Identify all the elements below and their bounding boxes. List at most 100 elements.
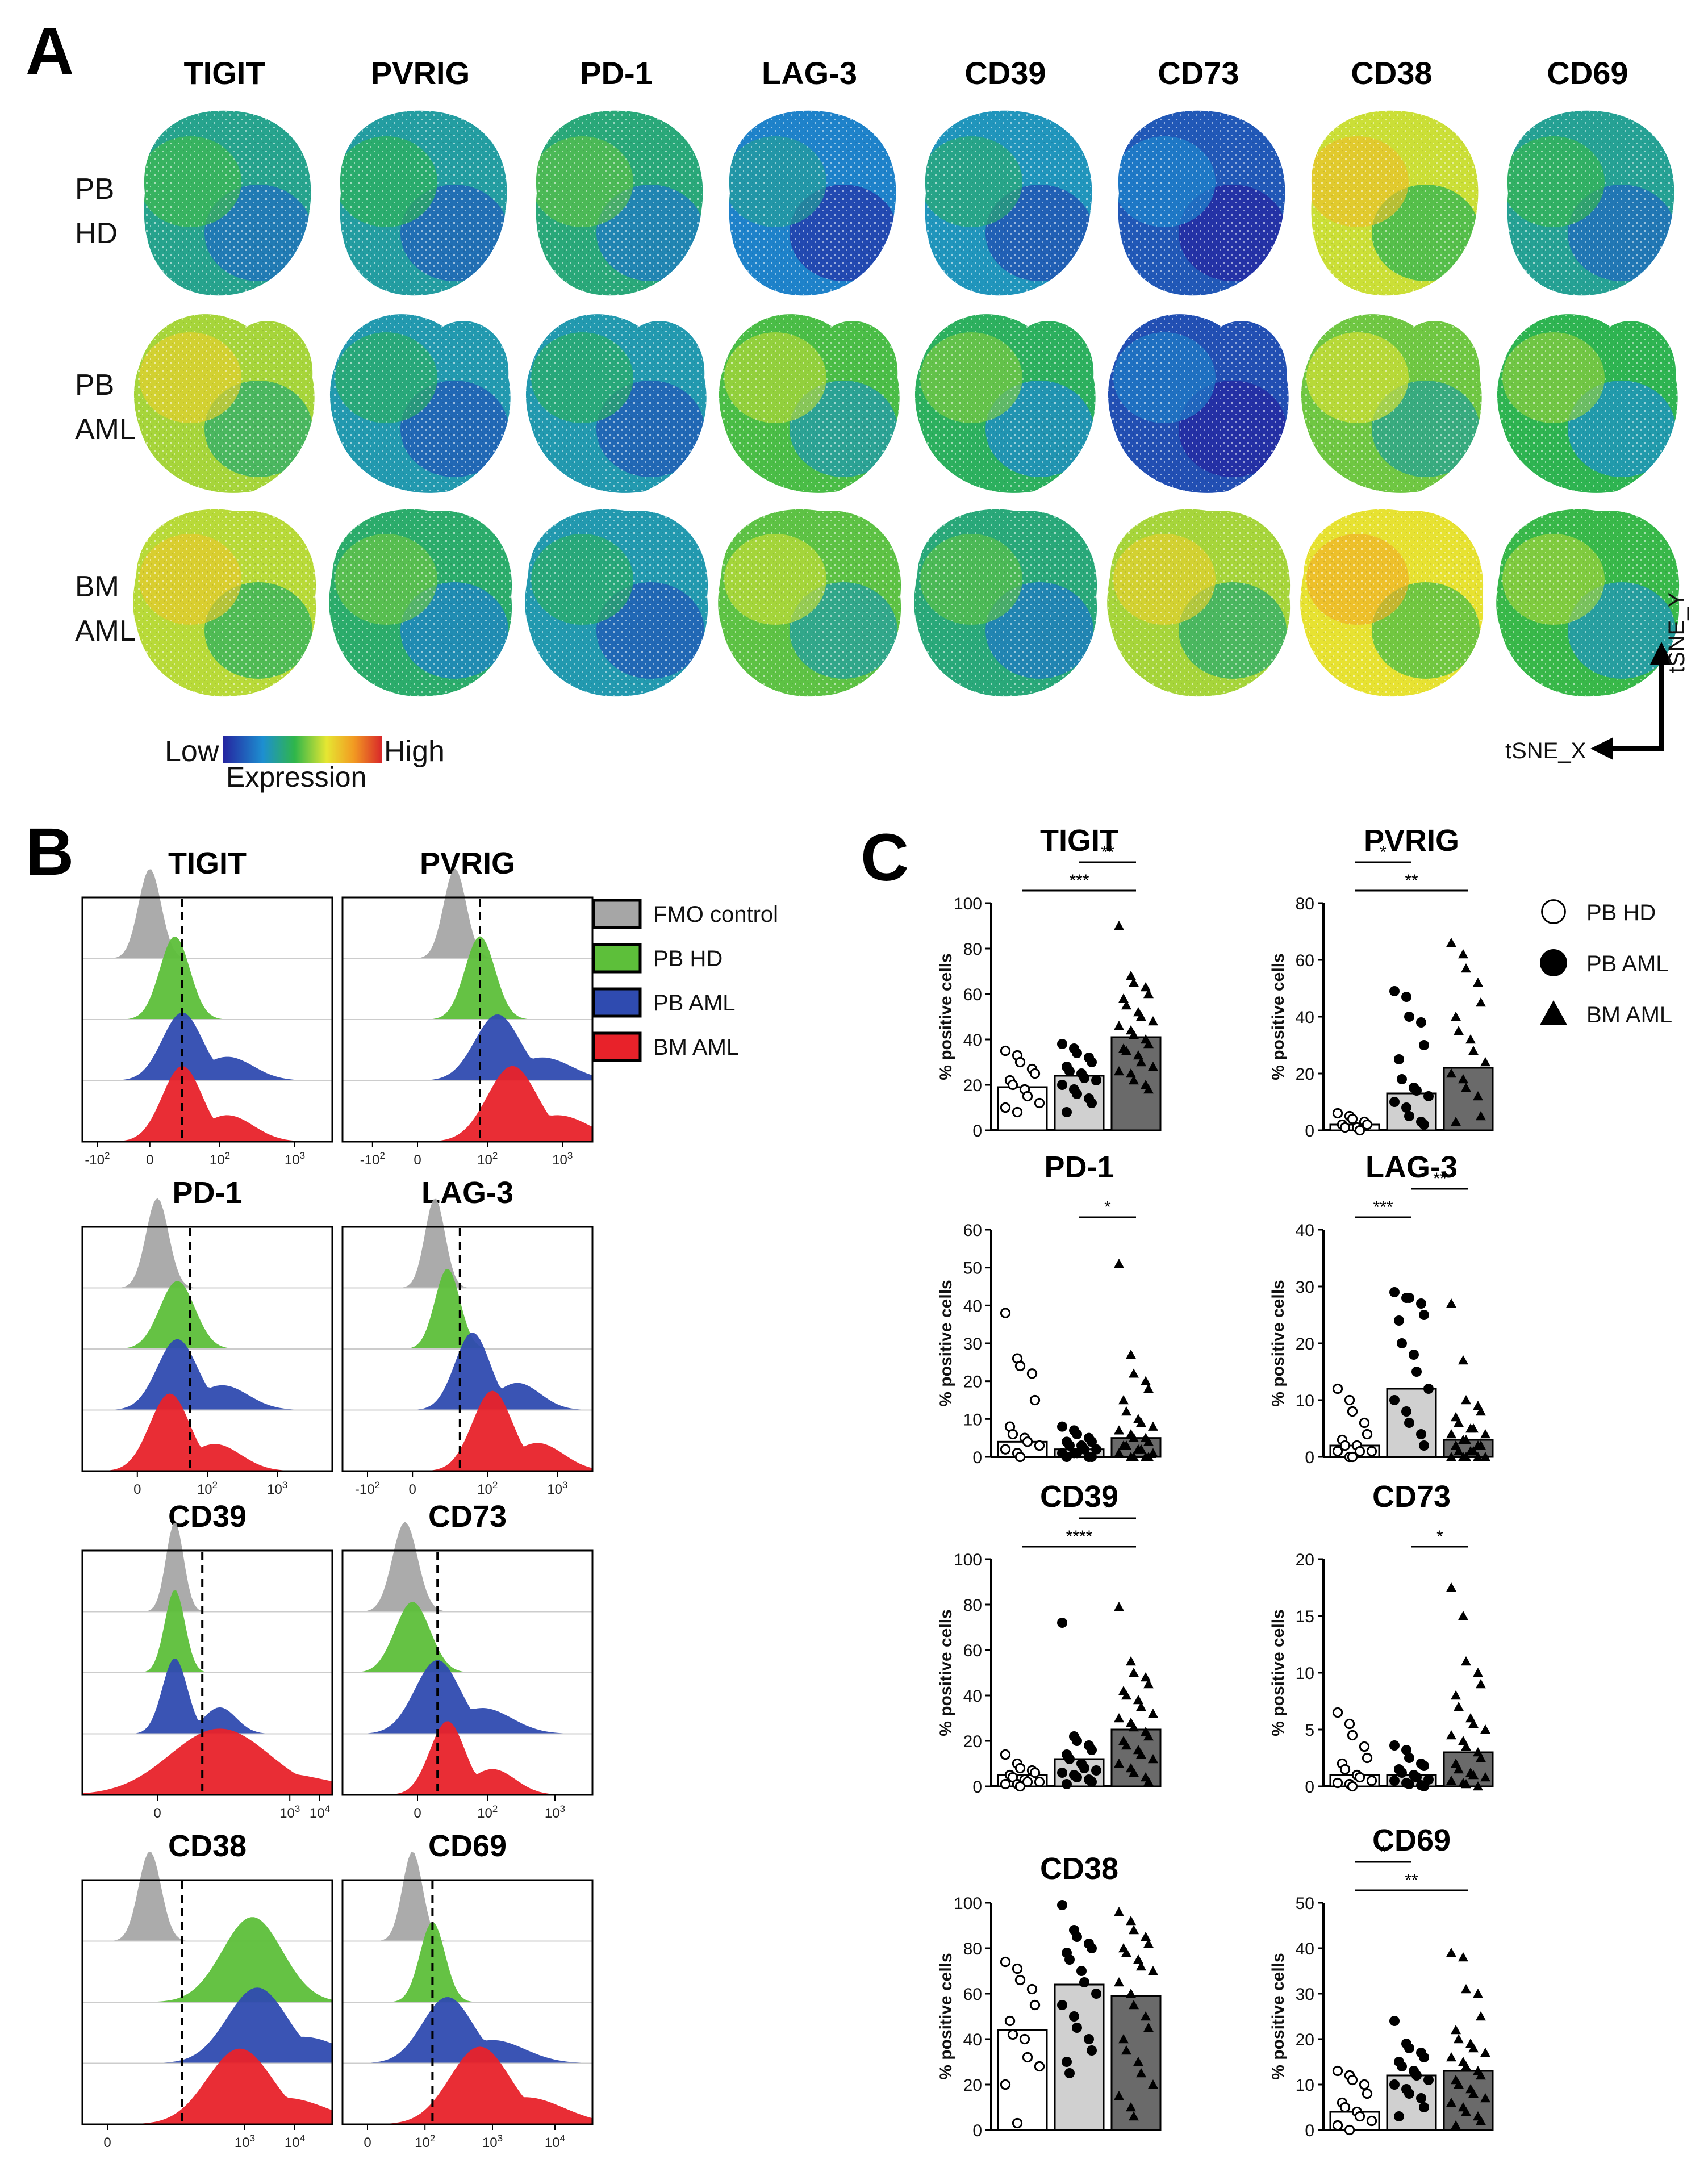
scatter-point — [1121, 1000, 1131, 1010]
histogram-curve-bm-aml — [343, 1066, 592, 1142]
scatter-point — [1389, 2016, 1400, 2026]
scatter-point — [1087, 1777, 1097, 1787]
scatter-point — [1121, 1948, 1131, 1957]
scatter-point — [1064, 1954, 1075, 1965]
scatter-point — [1332, 1707, 1343, 1718]
scatter-point — [1476, 1440, 1486, 1450]
scatter-point — [1458, 949, 1468, 959]
scatter-point — [1446, 1429, 1456, 1439]
scatter-point — [1129, 1075, 1139, 1085]
scatter-point — [1362, 2088, 1373, 2099]
scatter-y-tick-label: 20 — [1296, 1551, 1314, 1569]
scatter-point — [1419, 1120, 1429, 1130]
scatter-point — [1454, 2079, 1464, 2089]
scatter-point — [1091, 1444, 1101, 1455]
tsne-plot-pb-aml-pd-1 — [525, 314, 707, 493]
scatter-point — [1389, 1740, 1400, 1751]
histogram-tick-label: 103 — [279, 1803, 300, 1821]
scatter-point — [1411, 1772, 1422, 1782]
scatter-point — [1000, 2079, 1011, 2090]
histogram-frame — [81, 896, 333, 1143]
histogram-title: PVRIG — [420, 846, 515, 880]
scatter-point — [1148, 1754, 1158, 1764]
tsne-plot-pb-hd-cd73 — [1118, 110, 1285, 296]
histogram-tick-label: 102 — [477, 1480, 498, 1497]
histogram-panel-pvrig: PVRIG -102 0 102 103 — [341, 846, 594, 1168]
scatter-point — [1389, 1776, 1400, 1786]
scatter-title: CD38 — [1040, 1852, 1118, 1886]
scatter-point — [1476, 1753, 1486, 1762]
scatter-point — [1141, 2011, 1151, 2021]
scatter-point — [1344, 1394, 1355, 1406]
histogram-curve-pb-aml — [82, 1339, 332, 1410]
histogram-curve-pb-hd — [82, 936, 332, 1020]
scatter-point — [1114, 921, 1124, 930]
tsne-header-cd38: CD38 — [1351, 55, 1432, 91]
scatter-point — [1014, 1974, 1026, 1986]
scatter-point — [1114, 1066, 1124, 1076]
scatter-point — [1397, 2061, 1407, 2071]
histogram-tick-label: 103 — [547, 1480, 567, 1497]
scatter-point — [1468, 1770, 1479, 1780]
histogram-frame — [81, 1549, 333, 1796]
histogram-tick-label: 0 — [364, 2135, 371, 2150]
histogram-curve-bm-aml — [343, 2046, 592, 2124]
scatter-point — [1129, 1925, 1139, 1935]
histogram-panel-cd69: CD69 0 102 103 104 — [341, 1829, 594, 2150]
histogram-tick-label: 0 — [146, 1152, 153, 1168]
histogram-curve-bm-aml — [343, 1390, 592, 1471]
scatter-point — [1087, 1098, 1097, 1108]
tsne-plot-pb-hd-cd38 — [1311, 110, 1479, 296]
tsne-header-pd-1: PD-1 — [580, 55, 653, 91]
scatter-point — [1143, 1084, 1154, 1094]
scatter-point — [1148, 1016, 1158, 1026]
tsne-axis-arrow — [1602, 653, 1664, 751]
scatter-point — [1344, 2124, 1355, 2136]
scatter-point — [1480, 1452, 1490, 1461]
scatter-point — [1347, 1730, 1358, 1741]
scatter-point — [1143, 1436, 1154, 1446]
scatter-point — [1404, 1111, 1414, 1121]
histogram-curve-pb-hd — [82, 1590, 332, 1673]
histogram-curve-pb-hd — [343, 1922, 592, 2002]
scatter-point — [1062, 1107, 1072, 1117]
scatter-point — [1389, 986, 1400, 996]
scatter-point — [1461, 1452, 1471, 1461]
scatter-point — [1389, 1287, 1400, 1297]
scatter-panel-cd73: CD73 0 5 10 15 20 % positive cells * — [1269, 1480, 1494, 1797]
scatter-point — [1141, 1932, 1151, 1941]
scatter-point — [1416, 1298, 1426, 1309]
scatter-point — [1454, 1418, 1464, 1427]
tsne-plot-bm-aml-cd38 — [1300, 509, 1484, 697]
scatter-point — [1411, 2070, 1422, 2081]
scatter-legend: PB HD PB AML BM AML — [1540, 899, 1672, 1028]
scatter-point — [1079, 1763, 1089, 1773]
scatter-point — [1012, 2117, 1023, 2129]
scatter-point — [1136, 1418, 1146, 1427]
tsne-plot-bm-aml-tigit — [133, 509, 316, 697]
colorbar-gradient — [223, 736, 382, 763]
scatter-point — [1404, 2043, 1414, 2053]
tsne-row-labels: PB HD PB AML BM AML — [75, 173, 136, 648]
tsne-header-cd39: CD39 — [964, 55, 1046, 91]
scatter-point — [1019, 2033, 1030, 2045]
scatter-point — [1118, 2034, 1129, 2044]
scatter-point — [1451, 2120, 1461, 2130]
scatter-point — [1114, 1021, 1124, 1030]
scatter-point — [1480, 1724, 1490, 1734]
tsne-plots — [133, 110, 1680, 697]
scatter-point — [1451, 1117, 1461, 1126]
scatter-title: PVRIG — [1364, 824, 1459, 858]
tsne-row-label-line1: PB — [75, 173, 114, 206]
scatter-point — [1087, 1943, 1097, 1953]
scatter-point — [1461, 1741, 1471, 1751]
scatter-point — [1057, 1900, 1067, 1910]
scatter-point — [1026, 1368, 1038, 1379]
scatter-point — [1339, 1440, 1351, 1451]
scatter-point — [1454, 2034, 1464, 2044]
scatter-point — [1476, 2011, 1486, 2021]
scatter-point — [1468, 2043, 1479, 2053]
scatter-point — [1148, 1966, 1158, 1975]
